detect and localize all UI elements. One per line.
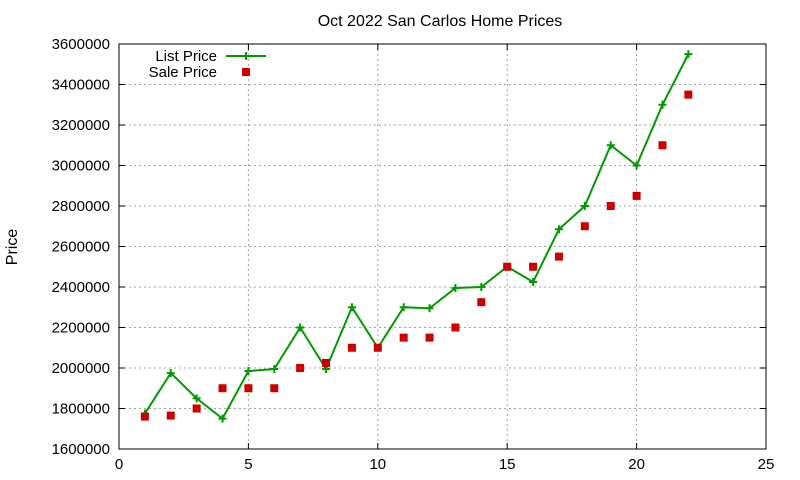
legend-label-sale-price: Sale Price (149, 64, 217, 81)
data-point-list-price (425, 304, 434, 313)
data-point-sale-price (529, 262, 538, 271)
data-point-sale-price (399, 333, 408, 342)
data-point-list-price (632, 161, 641, 170)
y-tick-label: 3200000 (52, 117, 110, 134)
x-tick-label: 0 (115, 456, 123, 473)
y-axis-label: Price (4, 229, 21, 266)
data-point-list-price (399, 303, 408, 312)
data-point-sale-price (373, 343, 382, 352)
data-point-list-price (244, 367, 253, 376)
data-point-sale-price (192, 404, 201, 413)
data-point-list-price (529, 277, 538, 286)
data-point-sale-price (296, 364, 305, 372)
data-point-sale-price (606, 202, 615, 210)
x-tick-label: 10 (369, 456, 386, 473)
legend-swatch-sale-price (242, 68, 250, 76)
data-point-list-price (218, 414, 227, 423)
data-point-sale-price (166, 411, 175, 420)
data-point-list-price (606, 141, 615, 150)
data-point-list-price (477, 283, 486, 291)
legend-label-list-price: List Price (155, 48, 217, 65)
ticks (118, 43, 767, 450)
y-tick-label: 1800000 (52, 401, 110, 418)
data-point-list-price (658, 100, 667, 109)
data-point-sale-price (684, 90, 693, 99)
data-point-list-price (296, 323, 305, 332)
series (140, 50, 693, 423)
data-point-sale-price (244, 384, 253, 393)
y-tick-label: 2600000 (52, 239, 110, 256)
legend-marker-list-price (242, 52, 250, 60)
legend: List Price Sale Price (149, 48, 266, 81)
data-point-list-price (270, 365, 279, 374)
x-tick-label: 15 (499, 456, 516, 473)
data-point-sale-price (322, 358, 331, 367)
data-point-list-price (580, 202, 589, 210)
data-point-sale-price (554, 252, 563, 261)
data-point-sale-price (140, 412, 149, 421)
y-tick-label: 1600000 (52, 441, 110, 458)
data-point-list-price (554, 225, 563, 234)
y-tick-label: 3600000 (52, 36, 110, 53)
data-point-sale-price (503, 262, 512, 271)
data-point-sale-price (658, 141, 667, 150)
data-point-sale-price (580, 222, 589, 231)
data-point-sale-price (270, 384, 279, 393)
x-tick-label: 20 (628, 456, 645, 473)
data-point-list-price (451, 284, 460, 293)
y-tick-label: 2200000 (52, 320, 110, 337)
y-tick-label: 3400000 (52, 77, 110, 94)
x-tick-label: 5 (244, 456, 252, 473)
chart-title: Oct 2022 San Carlos Home Prices (318, 13, 563, 30)
legend-plus-marker (242, 52, 250, 60)
data-point-sale-price (477, 298, 486, 307)
x-tick-label: 25 (758, 456, 775, 473)
data-point-list-price (347, 303, 356, 312)
y-tick-labels: 1600000 1800000 2000000 2200000 2400000 26000… (52, 36, 110, 458)
y-tick-label: 2000000 (52, 360, 110, 377)
data-point-sale-price (347, 343, 356, 352)
data-point-sale-price (425, 333, 434, 342)
data-point-sale-price (451, 323, 460, 332)
y-tick-label: 2400000 (52, 279, 110, 296)
x-tick-labels: 0 5 10 15 20 25 (115, 456, 775, 473)
series-line-list-price (144, 53, 690, 421)
data-point-sale-price (632, 191, 641, 200)
data-point-list-price (192, 394, 201, 403)
data-point-list-price (166, 369, 175, 378)
data-point-list-price (684, 50, 693, 59)
data-point-sale-price (218, 384, 227, 393)
y-tick-label: 2800000 (52, 198, 110, 215)
y-tick-label: 3000000 (52, 158, 110, 175)
